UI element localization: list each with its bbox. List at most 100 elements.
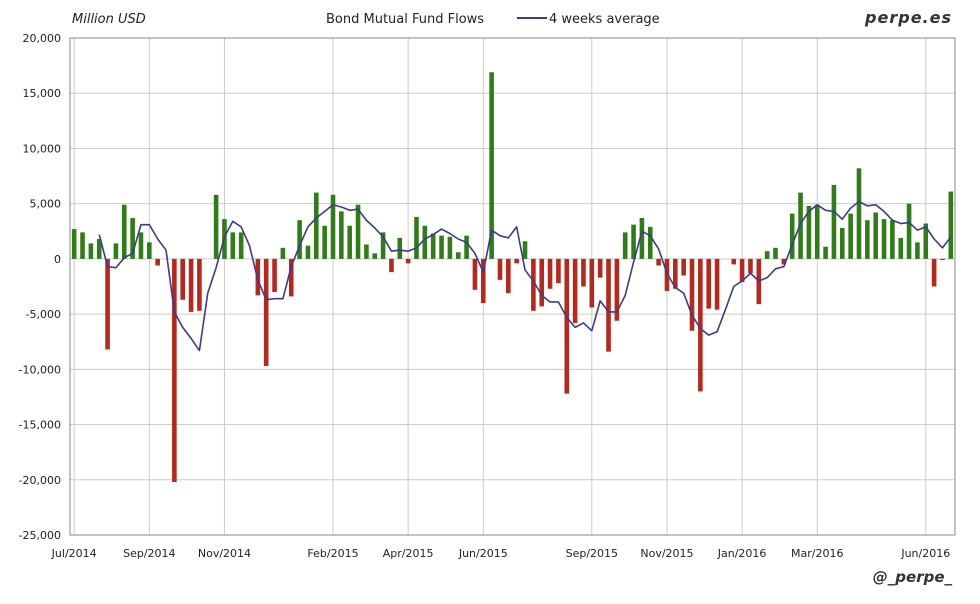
y-tick-label: -5,000 (26, 308, 61, 321)
bar (773, 247, 778, 259)
bar (564, 258, 570, 394)
bar (890, 220, 895, 259)
bar (689, 258, 695, 331)
bar (188, 258, 194, 312)
bar (656, 258, 661, 266)
bar (138, 232, 144, 259)
bar (263, 258, 269, 367)
bar (372, 253, 378, 259)
bar (572, 258, 578, 323)
y-tick-label: 10,000 (23, 142, 62, 155)
bar (439, 235, 444, 259)
bar (355, 204, 361, 259)
bar (589, 258, 595, 308)
bar-layer (71, 72, 954, 482)
bar (748, 258, 753, 274)
bar (197, 258, 202, 311)
bar (898, 237, 904, 259)
bar (597, 258, 603, 278)
bar (464, 235, 469, 259)
bar (380, 232, 386, 259)
bar (839, 227, 845, 259)
y-tick-label: -25,000 (19, 529, 61, 542)
bar (80, 232, 85, 259)
x-tick-label: Mar/2016 (791, 547, 843, 560)
bar (856, 168, 862, 259)
bar (397, 237, 403, 259)
x-tick-label: Sep/2015 (566, 547, 618, 560)
bar (948, 191, 954, 259)
y-tick-label: 0 (54, 253, 61, 266)
bar (280, 247, 286, 259)
average-line (98, 200, 952, 352)
x-tick-label: Sep/2014 (123, 547, 175, 560)
bar (823, 246, 828, 259)
grid-layer (70, 37, 955, 536)
bar (547, 258, 553, 289)
bar (314, 192, 319, 259)
bar (731, 258, 737, 265)
bar (539, 258, 545, 307)
brand-label: perpe.es (864, 8, 952, 27)
x-tick-label: Apr/2015 (383, 547, 434, 560)
x-tick-label: Jun/2016 (900, 547, 950, 560)
axis-layer: 20,000 15,000 10,000 5,000 0 -5,000 -10,000 -15… (19, 32, 951, 560)
bar (130, 218, 135, 259)
bar (831, 184, 837, 259)
chart-title: Bond Mutual Fund Flows (326, 12, 484, 27)
bar (405, 258, 411, 264)
bar (622, 232, 628, 259)
x-tick-label: Nov/2014 (198, 547, 251, 560)
bar (364, 244, 369, 259)
bar (322, 225, 327, 259)
bar (639, 218, 645, 259)
bar (923, 223, 929, 259)
bar (389, 258, 394, 273)
y-tick-label: -10,000 (19, 363, 61, 376)
bar (581, 258, 586, 287)
legend-label: 4 weeks average (549, 12, 660, 27)
line-layer (98, 200, 952, 352)
bar (647, 226, 653, 259)
x-tick-label: Nov/2015 (640, 547, 693, 560)
y-tick-label: 5,000 (30, 198, 62, 211)
bar (155, 258, 160, 266)
bar (172, 258, 177, 482)
bar (455, 252, 461, 259)
bar (873, 212, 878, 259)
bar (631, 224, 636, 259)
bar (480, 258, 486, 304)
bar (147, 242, 152, 259)
bar (664, 258, 670, 291)
bar (606, 258, 611, 352)
bar (698, 258, 703, 392)
bar (506, 258, 511, 294)
bar (706, 258, 711, 309)
bar (781, 258, 787, 265)
x-tick-label: Feb/2015 (307, 547, 358, 560)
bar (531, 258, 536, 311)
bar (339, 211, 344, 259)
y-tick-label: 15,000 (23, 87, 62, 100)
unit-label: Million USD (72, 12, 146, 27)
bar (121, 204, 127, 259)
bar (297, 220, 302, 259)
bar (330, 194, 336, 259)
handle-label: @_perpe_ (873, 568, 953, 586)
bar (798, 192, 803, 259)
bar (931, 258, 937, 287)
bar (681, 258, 686, 276)
bar (614, 258, 620, 321)
bar (673, 258, 678, 289)
bar (88, 243, 94, 259)
bar (906, 203, 912, 259)
bar (940, 258, 945, 260)
bar (288, 258, 294, 297)
bar (180, 258, 186, 300)
bar (71, 229, 77, 259)
bar (113, 243, 119, 259)
y-tick-label: 20,000 (23, 32, 62, 45)
bar (514, 258, 519, 264)
